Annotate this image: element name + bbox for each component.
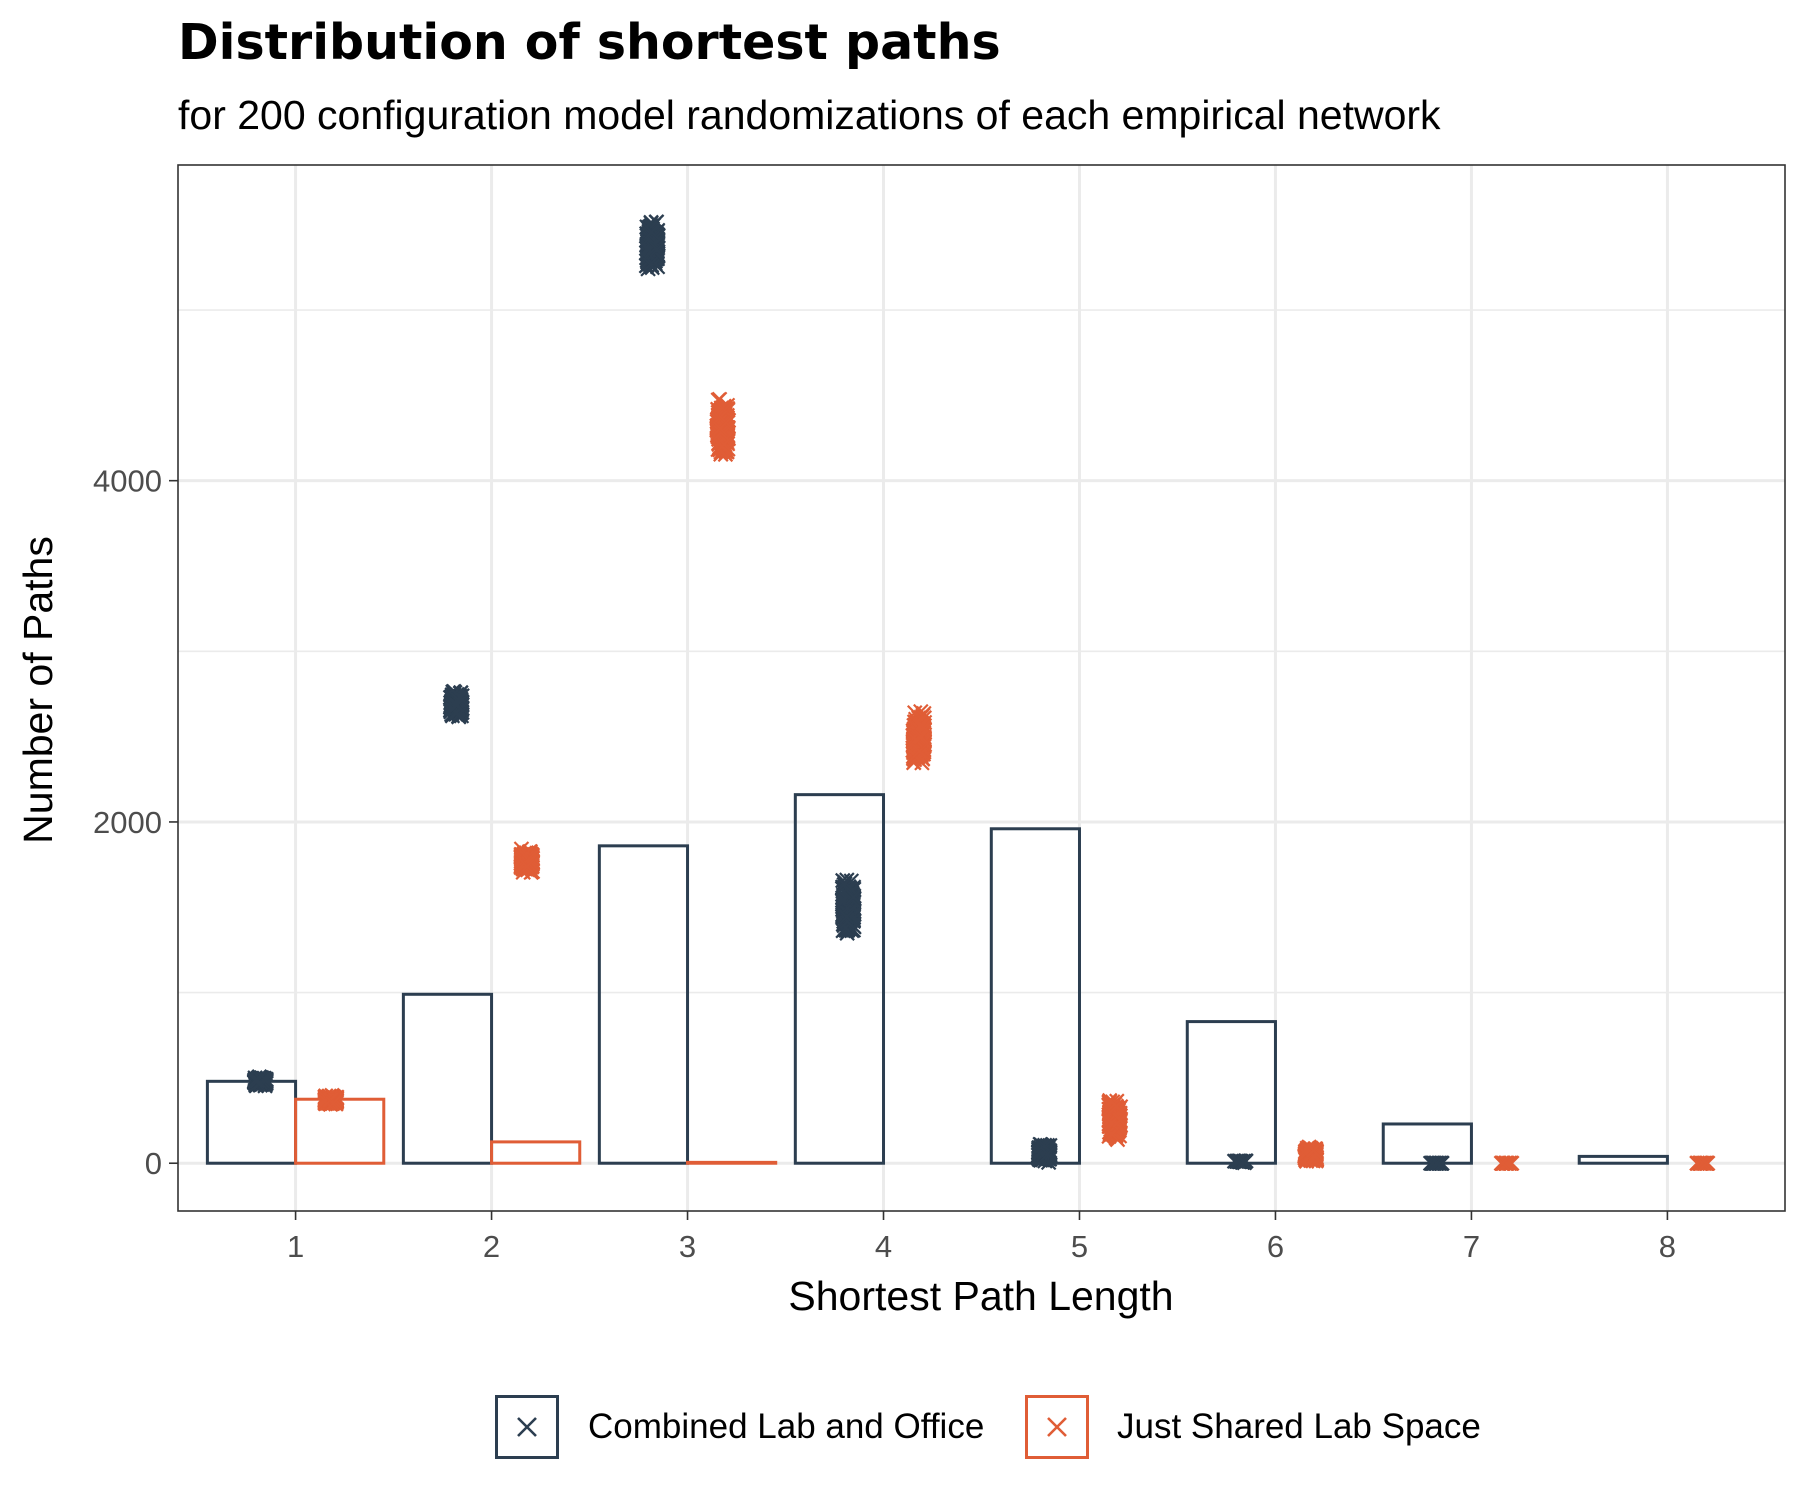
point-1-x6 [1306, 1148, 1323, 1165]
x-tick-label: 2 [483, 1229, 500, 1264]
point-1-x1 [323, 1091, 339, 1108]
axes: 1 2 3 4 5 6 7 8 0 2000 4000 [93, 464, 1676, 1264]
point-1-x4 [911, 743, 928, 759]
bar-0-x1 [205, 1079, 298, 1165]
point-1-x2 [517, 854, 533, 871]
x-tick-label: 5 [1071, 1229, 1088, 1264]
point-1-x2 [519, 858, 535, 875]
point-1-x3 [713, 424, 729, 441]
point-0-x6 [1235, 1153, 1252, 1170]
legend-key-shared [1025, 1395, 1089, 1459]
point-1-x3 [716, 436, 732, 453]
point-0-x7 [1434, 1155, 1450, 1171]
legend: Combined Lab and Office Just Shared Lab … [0, 1385, 1800, 1465]
point-1-x4 [913, 729, 929, 745]
chart-subtitle: for 200 configuration model randomizatio… [178, 92, 1441, 138]
point-0-x3 [649, 242, 665, 258]
bar-0-x7 [1381, 1122, 1473, 1165]
point-0-x2 [451, 689, 468, 706]
point-0-x5 [1039, 1146, 1056, 1163]
legend-label-shared: Just Shared Lab Space [1117, 1407, 1481, 1446]
point-1-x7 [1494, 1155, 1511, 1171]
bar-1-x3 [686, 1160, 778, 1165]
point-0-x7 [1428, 1155, 1445, 1171]
point-0-x3 [643, 224, 660, 240]
point-0-x3 [648, 214, 664, 230]
point-1-x7 [1501, 1155, 1518, 1171]
cross-marker-icon [1047, 1417, 1067, 1437]
y-tick-label: 2000 [93, 805, 162, 840]
y-tick-label: 0 [145, 1146, 162, 1181]
empirical-bars [205, 793, 1669, 1165]
point-1-x3 [712, 420, 729, 437]
panel-border [177, 164, 1786, 1212]
bar-0-x4 [793, 793, 886, 1165]
point-0-x4 [838, 908, 855, 925]
point-0-x7 [1431, 1155, 1447, 1171]
x-tick-label: 4 [875, 1229, 892, 1264]
grid-lines [178, 165, 1785, 1211]
y-tick-label: 4000 [93, 464, 162, 499]
point-1-x5 [1103, 1115, 1119, 1131]
point-1-x8 [1696, 1155, 1713, 1171]
x-tick-label: 3 [679, 1229, 696, 1264]
point-0-x4 [844, 907, 861, 924]
cross-marker-icon [517, 1417, 537, 1437]
bar-0-x6 [1185, 1020, 1277, 1165]
x-tick-label: 8 [1659, 1229, 1676, 1264]
point-1-x2 [521, 853, 538, 870]
randomization-points [246, 214, 1716, 1171]
point-1-x1 [324, 1095, 341, 1112]
point-0-x3 [642, 256, 659, 273]
bar-0-x2 [401, 992, 494, 1165]
point-1-x3 [714, 400, 731, 416]
bar-1-x2 [490, 1140, 582, 1165]
point-0-x6 [1228, 1153, 1245, 1170]
legend-label-combined: Combined Lab and Office [588, 1407, 985, 1446]
x-tick-label: 7 [1463, 1229, 1480, 1264]
point-1-x8 [1694, 1155, 1711, 1171]
chart-title: Distribution of shortest paths [178, 14, 1001, 71]
legend-key-combined [495, 1395, 559, 1459]
point-0-x1 [247, 1072, 264, 1089]
x-axis-title: Shortest Path Length [788, 1273, 1173, 1319]
bar-0-x5 [989, 827, 1081, 1165]
point-0-x4 [836, 876, 852, 893]
point-1-x8 [1698, 1155, 1714, 1171]
bar-0-x3 [597, 844, 690, 1165]
point-0-x6 [1230, 1153, 1246, 1169]
point-1-x7 [1499, 1155, 1516, 1171]
x-tick-label: 6 [1267, 1229, 1284, 1264]
point-0-x4 [845, 889, 862, 906]
point-1-x5 [1112, 1112, 1128, 1128]
point-1-x6 [1305, 1142, 1322, 1159]
bar-0-x8 [1577, 1154, 1669, 1165]
y-axis-title: Number of Paths [15, 536, 61, 844]
point-1-x5 [1108, 1098, 1125, 1114]
x-tick-label: 1 [287, 1229, 304, 1264]
chart-plot: 1 2 3 4 5 6 7 8 0 2000 4000 Shortest Path Length N… [15, 164, 1786, 1319]
point-0-x2 [447, 696, 464, 713]
point-1-x8 [1692, 1155, 1709, 1171]
